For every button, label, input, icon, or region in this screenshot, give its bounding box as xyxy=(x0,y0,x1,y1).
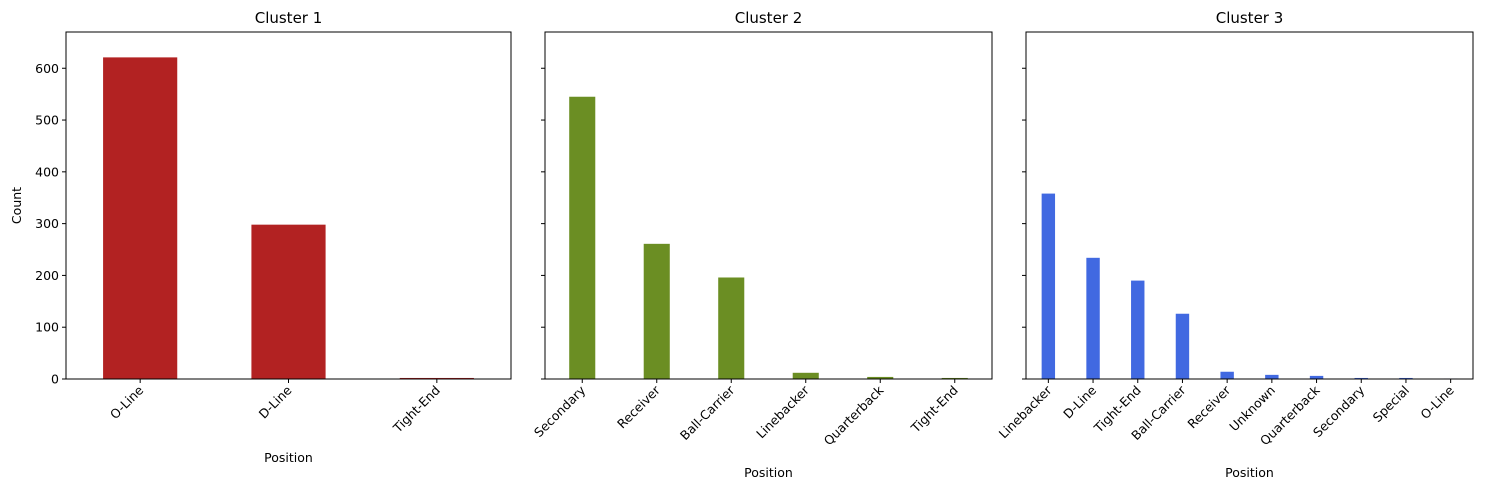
bar-linebacker xyxy=(1041,193,1056,379)
x-axis-label: Position xyxy=(264,450,313,465)
bar-quarterback xyxy=(1309,375,1324,379)
x-tick-label: Receiver xyxy=(614,382,663,431)
x-tick-label: D-Line xyxy=(1060,382,1099,421)
bar-quarterback xyxy=(867,376,894,379)
bar-d-line xyxy=(251,224,326,379)
plot-frame xyxy=(1025,31,1474,380)
bar-receiver xyxy=(1220,371,1234,379)
x-tick-label: D-Line xyxy=(256,382,295,421)
y-tick-label: 200 xyxy=(35,268,59,283)
y-tick-label: 400 xyxy=(35,164,59,179)
chart-title: Cluster 1 xyxy=(255,9,323,27)
x-tick-label: Secondary xyxy=(531,382,589,440)
chart-panel-1: 0 100 200 300 400 500 600 O-Line D-Line Tight-End… xyxy=(9,9,512,465)
bar-linebacker xyxy=(792,372,819,379)
bar-secondary xyxy=(1354,377,1368,379)
y-tick-label: 500 xyxy=(35,113,59,128)
bar-d-line xyxy=(1086,257,1100,379)
x-tick-label: Tight-End xyxy=(389,383,443,437)
bar-tight-end xyxy=(1131,280,1145,379)
bar-o-line xyxy=(103,57,178,379)
bar-ball-carrier xyxy=(1175,313,1190,379)
y-axis-label: Count xyxy=(9,187,24,224)
bar-ball-carrier xyxy=(718,277,745,379)
bar-tight-end xyxy=(399,377,474,379)
x-tick-label: Ball-Carrier xyxy=(677,382,738,443)
bar-receiver xyxy=(643,243,670,379)
chart-panel-3: Linebacker D-LineTight-EndBall-CarrierRec… xyxy=(996,9,1474,480)
bar-tight-end xyxy=(941,377,968,379)
chart-title: Cluster 3 xyxy=(1216,9,1284,27)
bar-secondary xyxy=(569,96,596,380)
plot-frame xyxy=(544,31,993,380)
x-tick-label: Linebacker xyxy=(996,382,1055,441)
x-tick-label: O-Line xyxy=(1417,382,1457,422)
x-tick-label: Tight-End xyxy=(907,383,961,437)
y-tick-label: 600 xyxy=(35,61,59,76)
bar-unknown xyxy=(1265,374,1279,379)
y-tick-label: 0 xyxy=(51,372,59,387)
x-axis-label: Position xyxy=(744,465,793,480)
chart-title: Cluster 2 xyxy=(735,9,803,27)
chart-panel-2: Secondary Receiver Ball-Carrier Linebacker Q… xyxy=(531,9,993,480)
y-tick-label: 100 xyxy=(35,320,59,335)
y-tick-label: 300 xyxy=(35,216,59,231)
x-tick-label: Special xyxy=(1370,383,1412,425)
bar-special xyxy=(1399,377,1413,379)
x-tick-label: O-Line xyxy=(107,382,147,422)
x-tick-label: Quarterback xyxy=(821,382,887,448)
x-tick-label: Linebacker xyxy=(753,382,812,441)
x-axis-label: Position xyxy=(1225,465,1274,480)
